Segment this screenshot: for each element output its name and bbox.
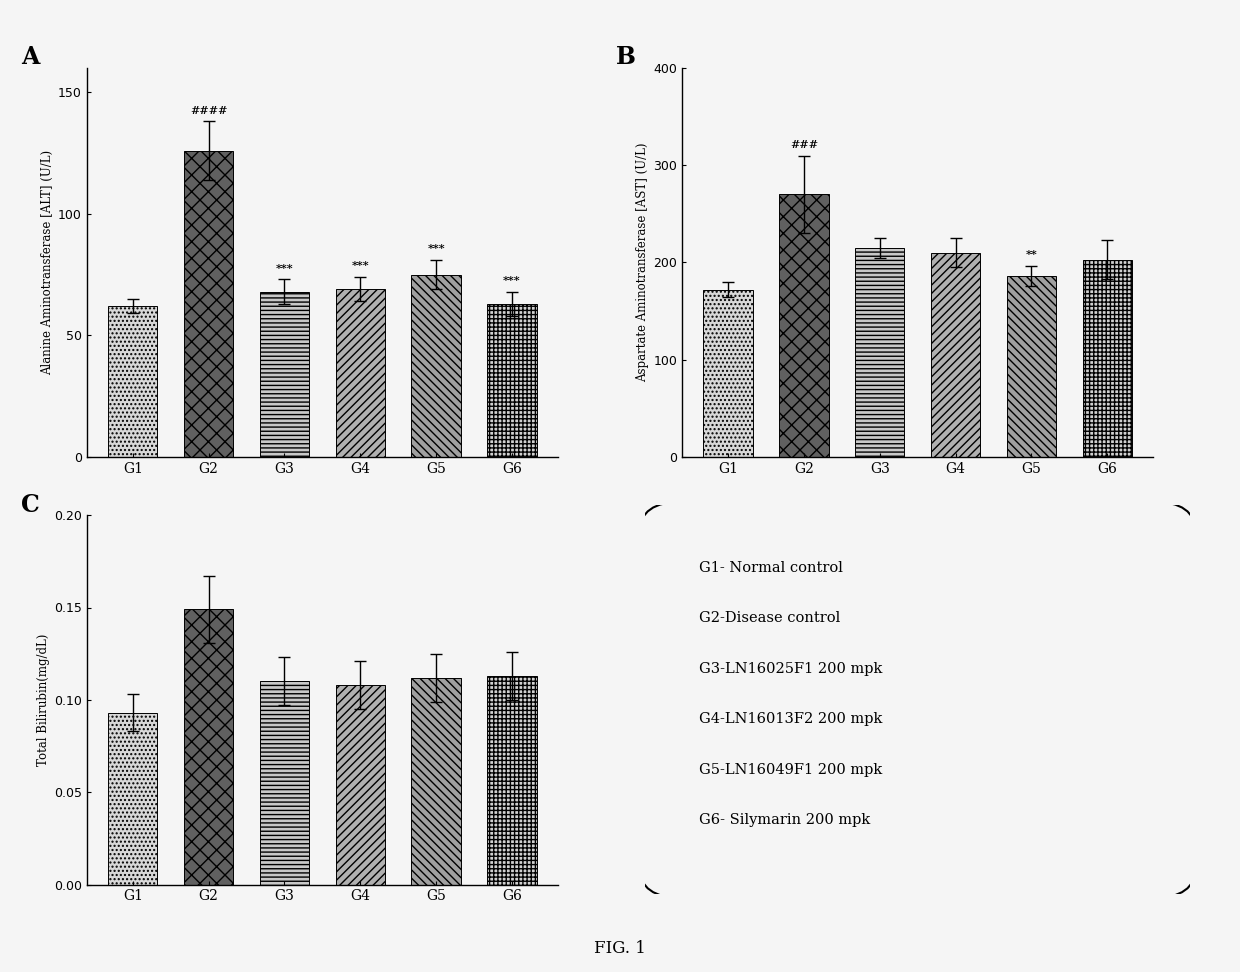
- Text: ***: ***: [503, 275, 521, 286]
- Y-axis label: Total Bilirubin(mg/dL): Total Bilirubin(mg/dL): [37, 634, 50, 766]
- Bar: [412, 677, 461, 885]
- Bar: [336, 289, 384, 457]
- Bar: [108, 306, 157, 457]
- Text: B: B: [616, 45, 636, 69]
- Bar: [1083, 260, 1132, 457]
- Bar: [260, 292, 309, 457]
- Text: G5-LN16049F1 200 mpk: G5-LN16049F1 200 mpk: [699, 763, 883, 777]
- Text: G1- Normal control: G1- Normal control: [699, 561, 843, 574]
- Bar: [931, 253, 980, 457]
- Text: ***: ***: [275, 262, 294, 273]
- Bar: [412, 274, 461, 457]
- Text: ####: ####: [190, 105, 227, 116]
- Text: G3-LN16025F1 200 mpk: G3-LN16025F1 200 mpk: [699, 662, 883, 676]
- Bar: [703, 290, 753, 457]
- Text: **: **: [1025, 250, 1037, 260]
- Bar: [184, 609, 233, 885]
- Text: ***: ***: [351, 260, 370, 271]
- Text: G6- Silymarin 200 mpk: G6- Silymarin 200 mpk: [699, 814, 870, 827]
- Y-axis label: Alanine Aminotransferase [ALT] (U/L): Alanine Aminotransferase [ALT] (U/L): [41, 150, 53, 375]
- Text: ***: ***: [428, 243, 445, 254]
- Bar: [779, 194, 828, 457]
- Bar: [336, 685, 384, 885]
- Bar: [260, 681, 309, 885]
- Bar: [856, 248, 904, 457]
- FancyBboxPatch shape: [640, 502, 1195, 898]
- Y-axis label: Aspartate Aminotransferase [AST] (U/L): Aspartate Aminotransferase [AST] (U/L): [636, 143, 649, 382]
- Bar: [1007, 276, 1056, 457]
- Bar: [184, 151, 233, 457]
- Text: ###: ###: [790, 139, 818, 150]
- Text: A: A: [21, 45, 40, 69]
- Text: C: C: [21, 493, 40, 517]
- Bar: [108, 712, 157, 885]
- Text: FIG. 1: FIG. 1: [594, 941, 646, 957]
- Text: G4-LN16013F2 200 mpk: G4-LN16013F2 200 mpk: [699, 712, 883, 726]
- Bar: [487, 676, 537, 885]
- Text: G2-Disease control: G2-Disease control: [699, 611, 841, 625]
- Bar: [487, 303, 537, 457]
